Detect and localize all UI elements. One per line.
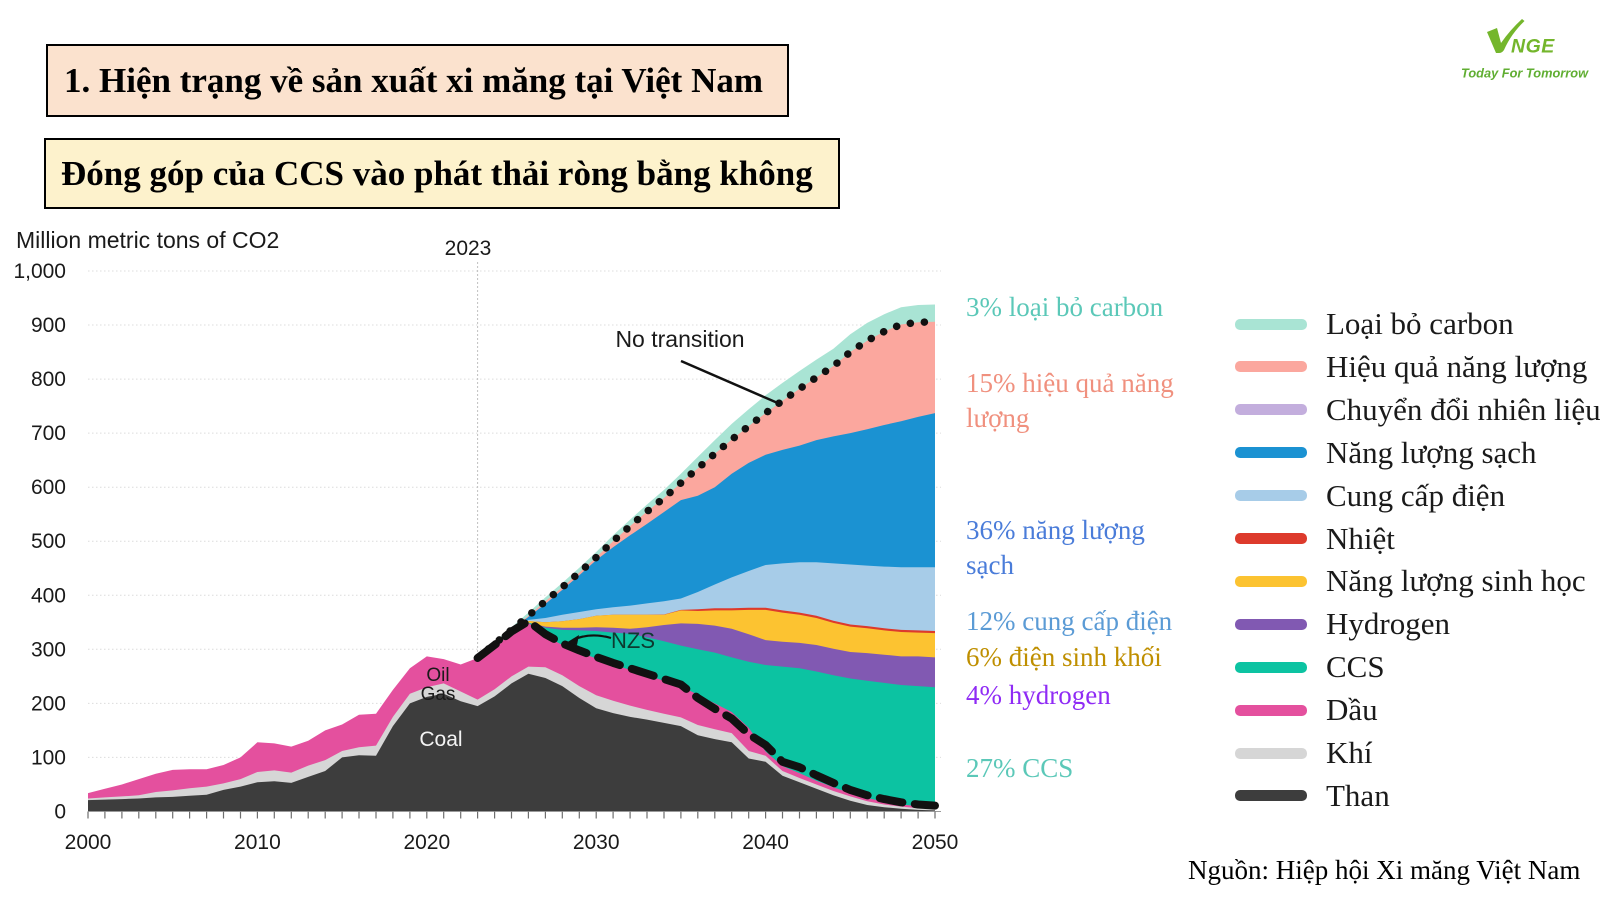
svg-text:Today For Tomorrow: Today For Tomorrow (1461, 66, 1589, 81)
svg-text:200: 200 (31, 692, 66, 715)
svg-text:400: 400 (31, 584, 66, 607)
svg-text:Gas: Gas (421, 684, 456, 705)
svg-text:100: 100 (31, 746, 66, 769)
svg-text:600: 600 (31, 476, 66, 499)
svg-text:300: 300 (31, 638, 66, 661)
svg-text:900: 900 (31, 314, 66, 337)
svg-text:2010: 2010 (234, 831, 281, 854)
svg-text:NZS: NZS (611, 628, 655, 653)
svg-text:2000: 2000 (65, 831, 112, 854)
svg-text:2020: 2020 (403, 831, 450, 854)
svg-text:700: 700 (31, 422, 66, 445)
svg-text:500: 500 (31, 530, 66, 553)
svg-text:2040: 2040 (742, 831, 789, 854)
svg-text:2050: 2050 (912, 831, 959, 854)
svg-text:Coal: Coal (419, 728, 462, 751)
svg-text:0: 0 (54, 801, 66, 824)
svg-text:NGE: NGE (1511, 36, 1555, 58)
svg-text:Million metric tons of CO2: Million metric tons of CO2 (16, 227, 279, 253)
svg-text:Oil: Oil (426, 665, 449, 686)
svg-text:No transition: No transition (615, 326, 744, 352)
svg-text:2030: 2030 (573, 831, 620, 854)
svg-text:1,000: 1,000 (13, 260, 66, 283)
svg-text:800: 800 (31, 368, 66, 391)
svg-text:2023: 2023 (445, 237, 492, 260)
